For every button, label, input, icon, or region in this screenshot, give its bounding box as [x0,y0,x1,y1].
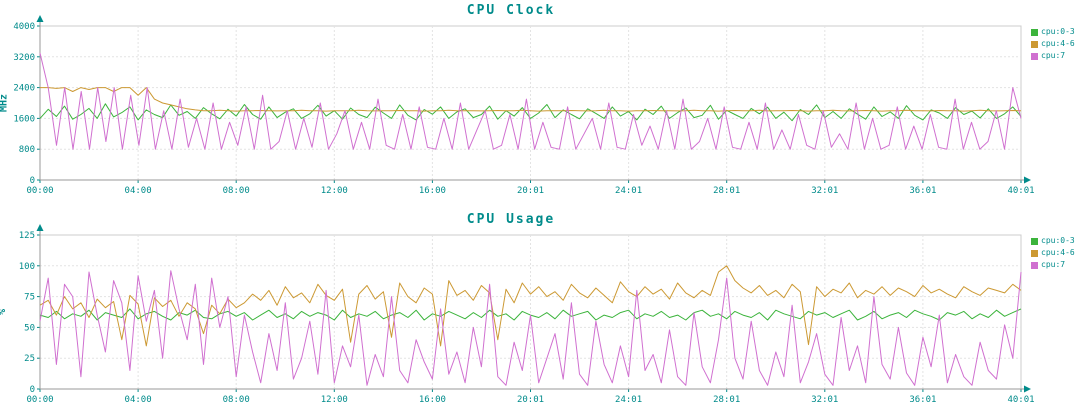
svg-text:04:00: 04:00 [125,395,152,405]
svg-text:32:01: 32:01 [811,186,838,196]
svg-text:4000: 4000 [13,22,35,32]
svg-text:08:00: 08:00 [223,395,250,405]
svg-text:75: 75 [24,293,35,303]
svg-text:28:01: 28:01 [713,186,740,196]
legend-swatch [1031,52,1038,60]
svg-text:2400: 2400 [13,84,35,94]
svg-text:0: 0 [30,176,35,186]
svg-text:40:01: 40:01 [1007,395,1034,405]
chart-title: CPU Usage [466,212,556,227]
legend-label: cpu:0-3 [1041,236,1075,245]
legend-swatch [1031,249,1038,257]
legend-swatch [1031,28,1038,36]
svg-text:28:01: 28:01 [713,395,740,405]
svg-text:36:01: 36:01 [909,186,936,196]
svg-text:16:00: 16:00 [419,395,446,405]
legend-label: cpu:0-3 [1041,27,1075,36]
svg-text:16:00: 16:00 [419,186,446,196]
legend-label: cpu:7 [1041,260,1066,269]
svg-text:0: 0 [30,385,35,395]
svg-text:3200: 3200 [13,53,35,63]
svg-text:1600: 1600 [13,114,35,124]
legend-label: cpu:4-6 [1041,248,1075,257]
svg-text:24:01: 24:01 [615,186,642,196]
svg-text:25: 25 [24,354,35,364]
legend-swatch [1031,237,1038,245]
svg-text:100: 100 [19,262,35,272]
cpu-usage-plot-area: 0 25 50 75 100 125 00:00 04:00 08:00 12:00 16:00 20… [0,209,1080,418]
svg-text:24:01: 24:01 [615,395,642,405]
cpu-clock-plot-area: 0 800 1600 2400 3200 4000 00:00 04:00 08:00 12:00… [13,15,1035,196]
svg-text:04:00: 04:00 [125,186,152,196]
svg-text:36:01: 36:01 [909,395,936,405]
legend-swatch [1031,40,1038,48]
svg-text:125: 125 [19,231,35,241]
svg-text:08:00: 08:00 [223,186,250,196]
svg-text:20:01: 20:01 [517,186,544,196]
legend-label: cpu:7 [1041,51,1066,60]
cpu-clock-chart: CPU Clock MHz 0 800 1600 2400 3200 4000 00:00 0… [0,3,1075,196]
svg-text:12:00: 12:00 [321,395,348,405]
svg-text:32:01: 32:01 [811,395,838,405]
chart-title: CPU Clock [466,3,556,18]
legend-item: cpu:0-3 [1031,237,1075,245]
svg-text:50: 50 [24,323,35,333]
legend-label: cpu:4-6 [1041,39,1075,48]
svg-text:12:00: 12:00 [321,186,348,196]
legend-item: cpu:4-6 [1031,249,1075,257]
svg-text:00:00: 00:00 [26,395,53,405]
legend-item: cpu:7 [1031,52,1075,60]
legend-swatch [1031,261,1038,269]
cpu-clock-legend: cpu:0-3 cpu:4-6 cpu:7 [1031,28,1075,60]
legend-item: cpu:4-6 [1031,40,1075,48]
svg-text:800: 800 [19,145,35,155]
svg-text:00:00: 00:00 [26,186,53,196]
cpu-usage-legend: cpu:0-3 cpu:4-6 cpu:7 [1031,237,1075,269]
svg-text:20:01: 20:01 [517,395,544,405]
cpu-usage-chart: CPU Usage % 025507510012500:0004:0008:00… [0,209,1080,418]
legend-item: cpu:7 [1031,261,1075,269]
svg-text:40:01: 40:01 [1007,186,1034,196]
legend-item: cpu:0-3 [1031,28,1075,36]
